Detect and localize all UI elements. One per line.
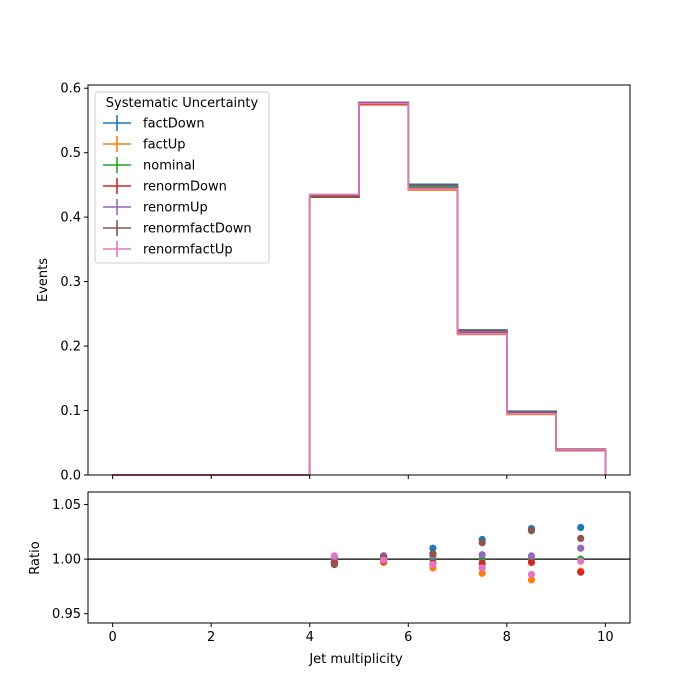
bottom-xlabel: Jet multiplicity (308, 652, 403, 667)
top-ytick-label: 0.1 (60, 404, 81, 419)
legend-item-renormfactUp: renormfactUp (103, 241, 233, 258)
legend: Systematic Uncertainty factDown factUp nom… (94, 91, 270, 264)
legend-label: renormDown (143, 180, 227, 195)
legend-label: nominal (143, 159, 195, 174)
bottom-ytick-label: 0.95 (52, 607, 81, 622)
bottom-ylabel: Ratio (28, 541, 43, 574)
ratio-point-renormfactDown (577, 534, 585, 542)
bottom-yticks: 0.95 1.00 1.05 (52, 498, 88, 622)
ratio-point-renormfactDown (478, 539, 486, 547)
top-yticks: 0.0 0.1 0.2 0.3 0.4 0.5 0.6 (60, 82, 88, 484)
ratio-point-renormfactUp (380, 556, 388, 564)
legend-item-renormDown: renormDown (103, 178, 227, 195)
bottom-ytick-label: 1.05 (52, 498, 81, 513)
bottom-xtick-label: 0 (108, 630, 116, 645)
top-ylabel: Events (36, 258, 51, 302)
ratio-point-renormfactUp (429, 560, 437, 569)
legend-label: renormUp (143, 201, 208, 216)
ratio-point-renormfactDown (429, 550, 437, 558)
ratio-point-renormUp (577, 544, 585, 552)
top-ytick-label: 0.6 (60, 82, 81, 97)
bottom-xtick-label: 6 (404, 630, 412, 645)
legend-entries: factDown factUp nominal renormDown renormUp r… (103, 115, 252, 258)
legend-label: factUp (143, 138, 186, 153)
top-ytick-label: 0.2 (60, 340, 81, 355)
top-ytick-label: 0.3 (60, 275, 81, 290)
bottom-xticks: 0 2 4 6 8 10 (108, 623, 614, 645)
ratio-point-factDown (577, 523, 585, 532)
top-ytick-label: 0.0 (60, 469, 81, 484)
ratio-point-renormDown (577, 568, 585, 576)
ratio-point-renormfactUp (330, 552, 338, 560)
top-ytick-label: 0.4 (60, 211, 81, 226)
ratio-point-factUp (478, 569, 486, 577)
ratio-point-renormfactDown (330, 560, 338, 569)
bottom-plot-frame (87, 491, 631, 624)
legend-label: renormfactDown (143, 222, 252, 237)
ratio-point-renormfactUp (478, 564, 486, 572)
legend-item-renormUp: renormUp (103, 199, 208, 216)
bottom-ytick-label: 1.00 (52, 553, 81, 568)
bottom-panel: 0.95 1.00 1.05 0 2 4 6 8 10 Ratio Jet multiplic… (28, 491, 631, 667)
ratio-point-factUp (527, 576, 536, 584)
legend-item-renormfactDown: renormfactDown (103, 220, 252, 237)
top-xticks (112, 475, 606, 479)
legend-box (94, 91, 270, 264)
legend-title: Systematic Uncertainty (106, 96, 259, 111)
ratio-point-renormfactUp (577, 557, 585, 565)
legend-item-factDown: factDown (103, 115, 205, 132)
ratio-point-renormUp (527, 552, 536, 560)
legend-label: renormfactUp (143, 243, 233, 258)
bottom-xtick-label: 8 (503, 630, 511, 645)
top-plot-frame (87, 84, 631, 476)
ratio-point-renormUp (478, 551, 486, 559)
ratio-point-renormfactDown (527, 527, 536, 535)
ratio-point-renormDown (527, 558, 536, 567)
bottom-xtick-label: 10 (597, 630, 614, 645)
ratio-point-factDown (429, 544, 437, 552)
ratio-point-renormfactUp (527, 570, 536, 579)
legend-item-nominal: nominal (103, 157, 195, 174)
top-ytick-label: 0.5 (60, 146, 81, 161)
bottom-points-group (330, 523, 585, 584)
legend-item-factUp: factUp (103, 136, 186, 153)
bottom-xtick-label: 2 (207, 630, 215, 645)
bottom-xtick-label: 4 (306, 630, 314, 645)
top-panel: 0.0 0.1 0.2 0.3 0.4 0.5 0.6 Events Systematic … (36, 82, 631, 484)
legend-label: factDown (143, 117, 205, 132)
